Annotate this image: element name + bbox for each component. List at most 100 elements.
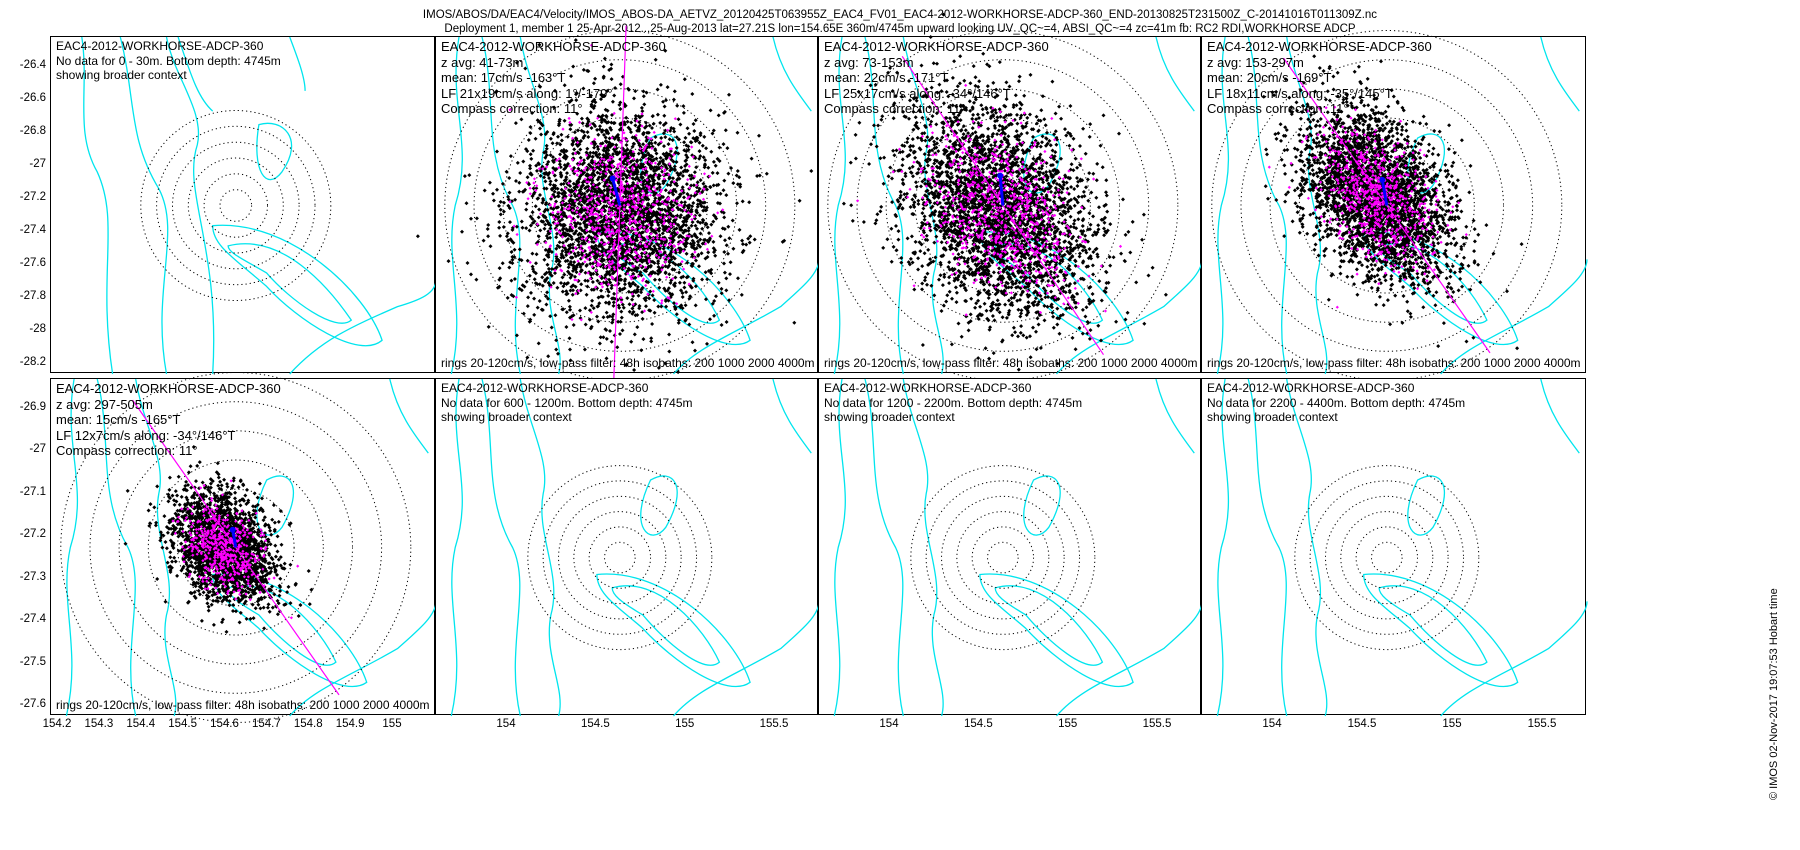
annotation-line: LF 25x17cm/s along: -34°/146°T bbox=[824, 85, 1011, 101]
figure-title-line-2: Deployment 1, member 1 25-Apr-2012...25-… bbox=[444, 23, 1356, 35]
speed-ring bbox=[1240, 59, 1534, 352]
annotation-line: No data for 2200 - 4400m. Bottom depth: … bbox=[1207, 395, 1466, 410]
isobath-line bbox=[1155, 36, 1195, 112]
x-tick-label: 154.8 bbox=[293, 718, 323, 730]
panel-footer-caption: rings 20-120cm/s, low-pass filter: 48h i… bbox=[824, 356, 1198, 370]
panel-annotation: EAC4-2012-WORKHORSE-ADCP-360 z avg: 297-5… bbox=[56, 381, 281, 459]
x-tick-label: 154.6 bbox=[210, 718, 239, 730]
annotation-line: EAC4-2012-WORKHORSE-ADCP-360 bbox=[441, 381, 649, 395]
isobath-line bbox=[772, 36, 812, 112]
speed-ring bbox=[140, 110, 332, 301]
speed-ring bbox=[856, 59, 1150, 352]
speed-ring bbox=[1309, 480, 1464, 635]
annotation-line: EAC4-2012-WORKHORSE-ADCP-360 bbox=[56, 39, 264, 53]
annotation-line: showing broader context bbox=[56, 68, 187, 82]
speed-ring bbox=[925, 480, 1081, 635]
mean-velocity-vector bbox=[1380, 179, 1389, 206]
isobath-line bbox=[673, 601, 820, 717]
isobath-line bbox=[481, 378, 521, 717]
annotation-line: Compass correction: 11° bbox=[1207, 101, 1349, 116]
speed-ring bbox=[172, 141, 300, 270]
speed-rings bbox=[910, 465, 1096, 651]
mean-velocity-vector bbox=[611, 178, 622, 206]
mean-velocity-vector bbox=[998, 175, 1005, 206]
panel-annotation: EAC4-2012-WORKHORSE-ADCP-360 z avg: 73-15… bbox=[824, 39, 1049, 117]
velocity-scatter bbox=[415, 38, 802, 412]
isobath-line bbox=[519, 378, 561, 717]
speed-ring bbox=[573, 511, 667, 605]
panel-annotation: EAC4-2012-WORKHORSE-ADCP-360 No data for … bbox=[56, 39, 281, 83]
panel-plot-7 bbox=[833, 378, 1203, 717]
panel-annotation: EAC4-2012-WORKHORSE-ADCP-360 z avg: 41-73… bbox=[441, 39, 666, 117]
isobath-line bbox=[96, 378, 137, 717]
isobath-line bbox=[1363, 573, 1519, 688]
map-panel-7: EAC4-2012-WORKHORSE-ADCP-360 No data for … bbox=[818, 378, 1203, 717]
lowpass-velocity-points bbox=[171, 479, 300, 620]
x-tick-label: 154 bbox=[496, 718, 516, 730]
credit-text: © IMOS 02-Nov-2017 19:07:53 Hobart time bbox=[1768, 588, 1780, 800]
isobath-group bbox=[1216, 36, 1588, 375]
isobath-line bbox=[227, 585, 337, 666]
panel-plot-2 bbox=[415, 25, 820, 412]
y-tick-label: -27.8 bbox=[19, 290, 46, 302]
speed-ring bbox=[89, 401, 383, 694]
x-tick-label: 154.5 bbox=[1347, 718, 1377, 730]
isobath-line bbox=[165, 36, 215, 375]
speed-ring bbox=[118, 430, 353, 665]
isobath-line bbox=[611, 585, 721, 666]
x-tick-label: 154.5 bbox=[168, 718, 198, 730]
x-tick-label: 154.3 bbox=[84, 718, 114, 730]
isobath-group bbox=[81, 36, 437, 375]
isobath-line bbox=[65, 378, 79, 717]
speed-ring bbox=[885, 88, 1121, 323]
isobath-line bbox=[81, 36, 114, 375]
isobath-line bbox=[1378, 243, 1488, 324]
isobath-line bbox=[772, 378, 812, 454]
annotation-line: LF 18x11cm/s along: -35°/145°T bbox=[1207, 85, 1393, 101]
x-tick-label: 154.2 bbox=[42, 718, 72, 730]
mean-vector-head bbox=[1379, 176, 1386, 183]
isobath-line bbox=[1023, 475, 1061, 536]
mean-vector-head bbox=[229, 526, 236, 533]
speed-ring bbox=[1328, 146, 1446, 265]
map-panel-2: EAC4-2012-WORKHORSE-ADCP-360 z avg: 41-73… bbox=[415, 25, 820, 412]
annotation-line: showing broader context bbox=[824, 410, 955, 424]
speed-ring bbox=[1340, 511, 1434, 605]
y-tick-label: -26.4 bbox=[19, 59, 46, 71]
isobath-line bbox=[1407, 475, 1445, 536]
x-tick-label: 155 bbox=[382, 718, 402, 730]
panel-annotation: EAC4-2012-WORKHORSE-ADCP-360 No data for … bbox=[1207, 381, 1465, 425]
speed-rings bbox=[140, 110, 332, 301]
annotation-line: No data for 0 - 30m. Bottom depth: 4745m bbox=[56, 53, 281, 68]
y-tick-label: -28.2 bbox=[19, 356, 46, 368]
isobath-group bbox=[65, 378, 437, 717]
map-panel-6: EAC4-2012-WORKHORSE-ADCP-360 No data for … bbox=[435, 378, 820, 717]
x-tick-label: 155.5 bbox=[1527, 718, 1557, 730]
map-panel-4: EAC4-2012-WORKHORSE-ADCP-360 z avg: 153-2… bbox=[1201, 30, 1588, 381]
velocity-scatter bbox=[809, 12, 1168, 399]
annotation-line: EAC4-2012-WORKHORSE-ADCP-360 bbox=[1207, 381, 1415, 395]
y-tick-label: -27.1 bbox=[19, 485, 46, 498]
annotation-line: EAC4-2012-WORKHORSE-ADCP-360 bbox=[824, 381, 1032, 395]
isobath-line bbox=[1155, 378, 1195, 454]
y-tick-label: -27 bbox=[29, 158, 46, 170]
panel-annotation: EAC4-2012-WORKHORSE-ADCP-360 No data for … bbox=[441, 381, 692, 425]
isobath-line bbox=[640, 475, 678, 536]
speed-ring bbox=[1371, 541, 1403, 574]
speed-rings bbox=[1294, 465, 1480, 651]
x-tick-label: 154 bbox=[879, 718, 899, 730]
speed-ring bbox=[177, 488, 295, 607]
speed-ring bbox=[60, 372, 412, 723]
mean-vector-head bbox=[997, 172, 1004, 179]
isobath-line bbox=[864, 378, 904, 717]
isobath-line bbox=[1216, 36, 1230, 375]
isobath-line bbox=[1440, 601, 1588, 717]
panel-footer-caption: rings 20-120cm/s, low-pass filter: 48h i… bbox=[56, 698, 430, 712]
panel-footer-caption: rings 20-120cm/s, low-pass filter: 48h i… bbox=[1207, 356, 1581, 370]
annotation-line: EAC4-2012-WORKHORSE-ADCP-360 bbox=[441, 39, 666, 54]
x-tick-label: 155 bbox=[1058, 718, 1078, 730]
isobath-line bbox=[1056, 259, 1203, 375]
isobath-line bbox=[864, 36, 904, 375]
principal-axis-line bbox=[1283, 57, 1491, 354]
raw-velocity-points bbox=[1261, 54, 1524, 351]
